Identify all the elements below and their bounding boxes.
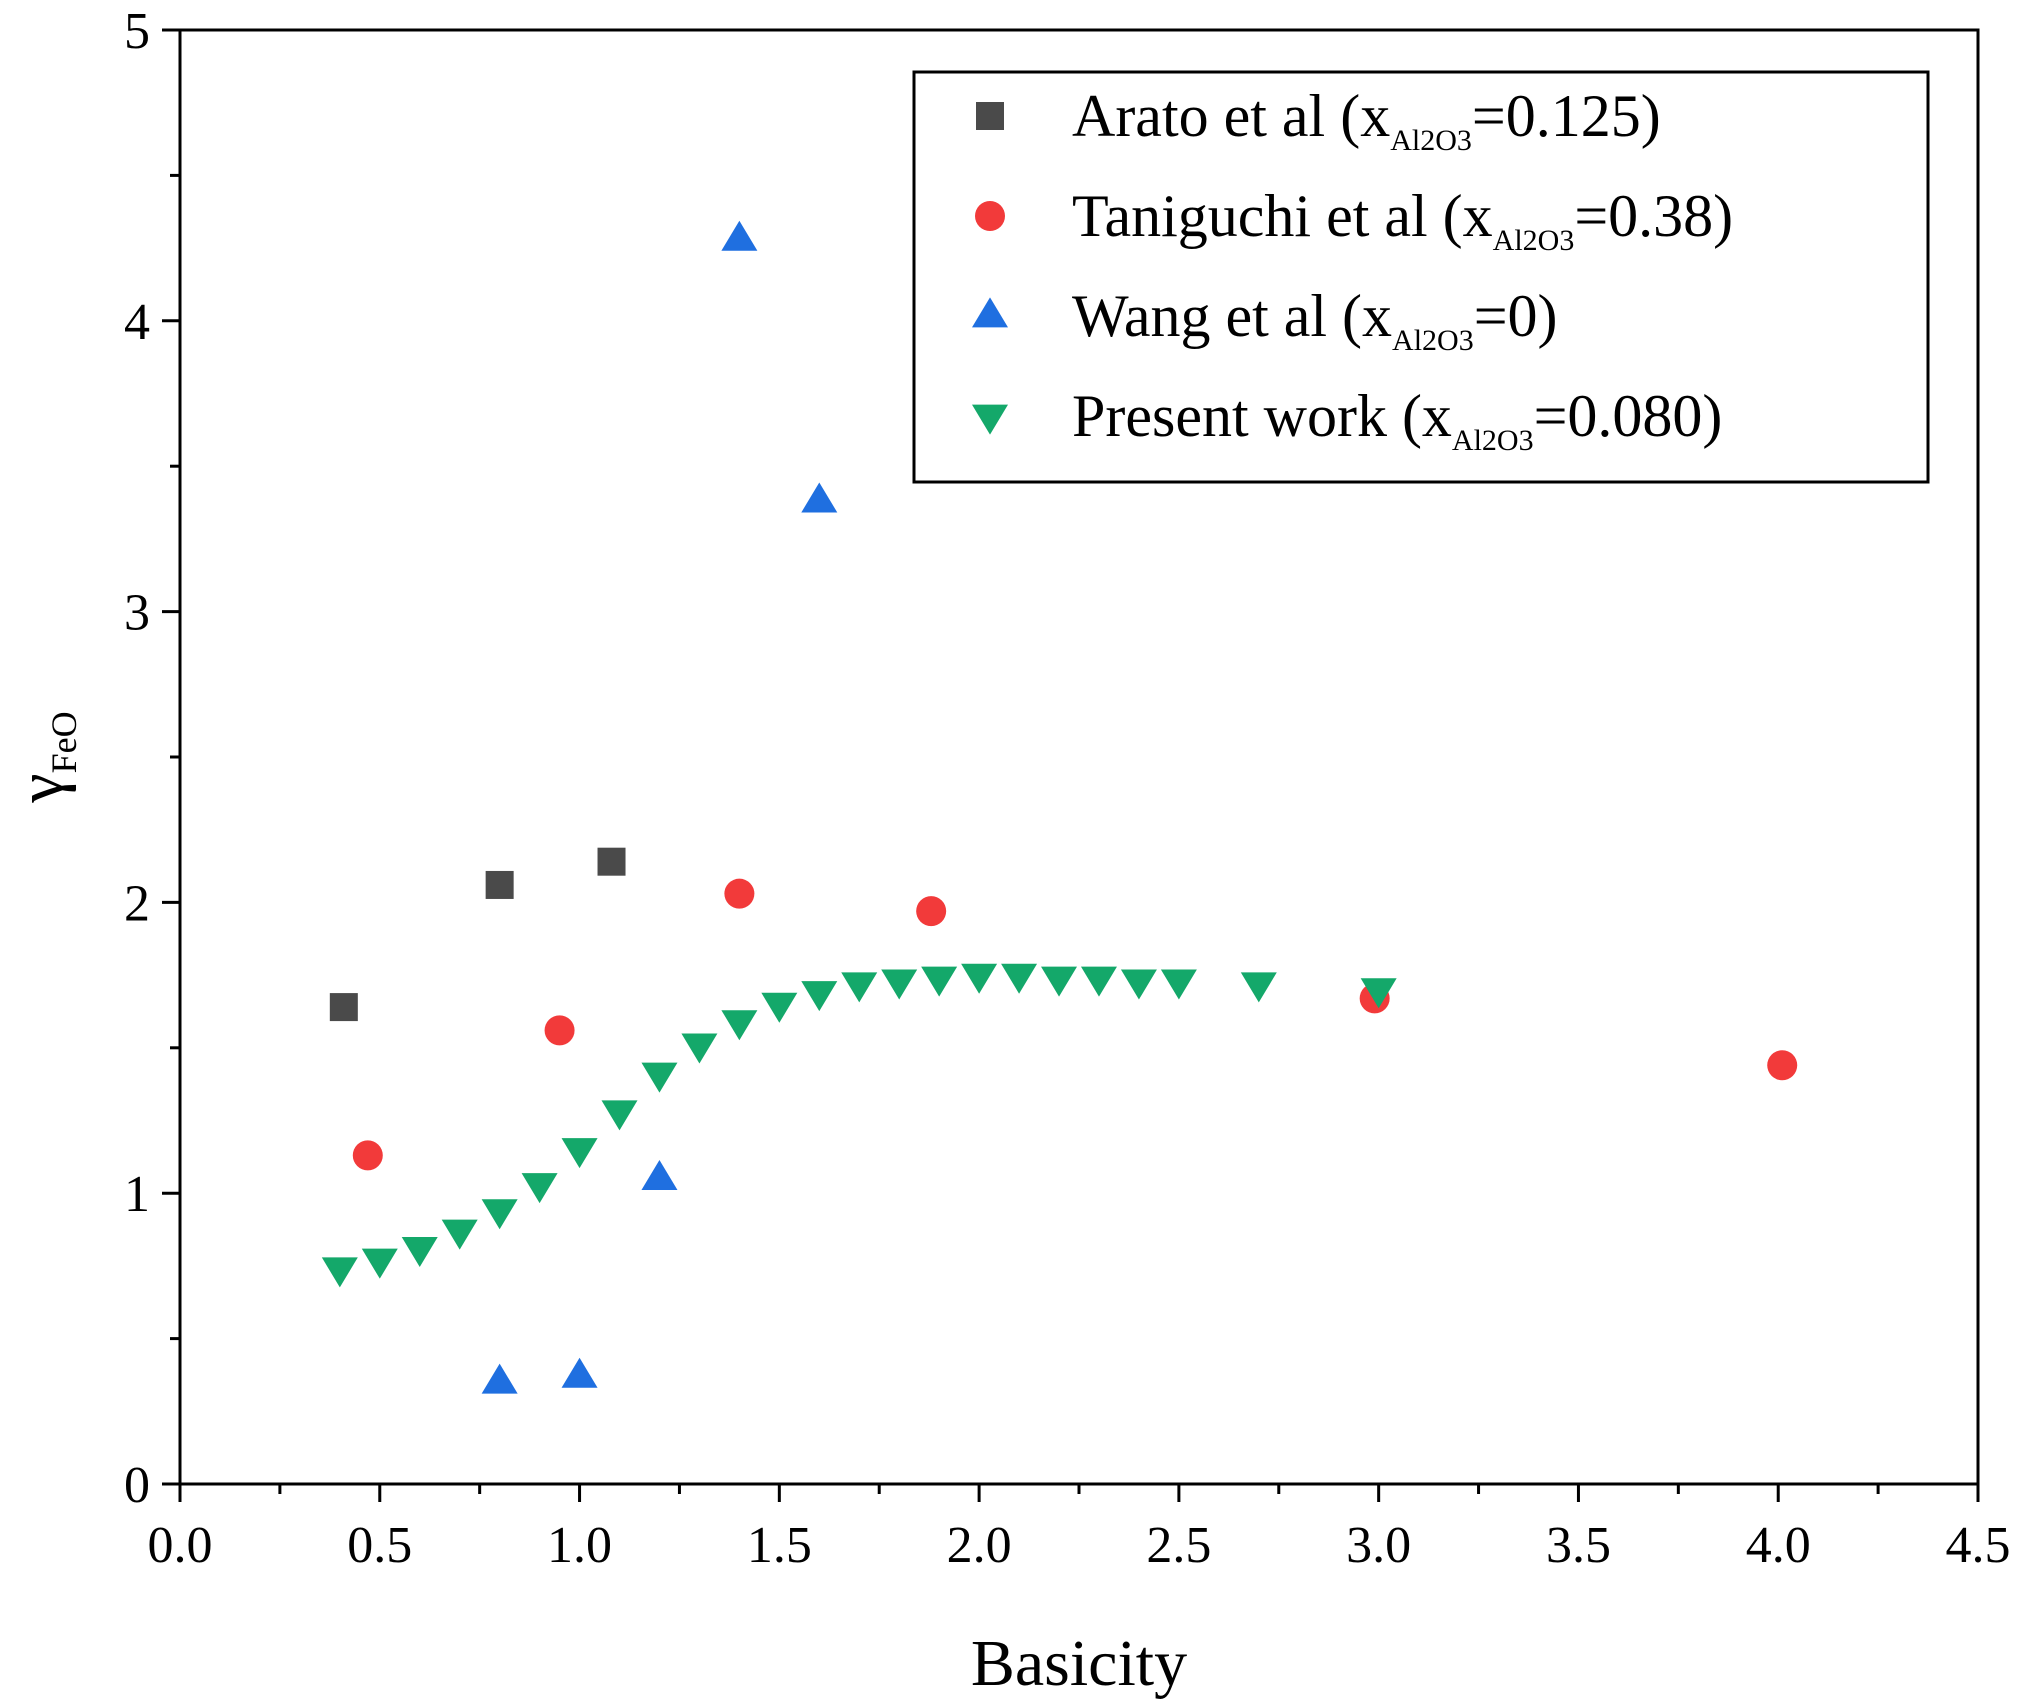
data-point [521,1173,558,1204]
data-point [601,1100,638,1131]
data-point [761,992,798,1023]
data-point [597,847,626,876]
x-tick-label: 1.0 [547,1517,612,1574]
data-point [1041,966,1078,997]
x-tick-label: 3.5 [1546,1517,1611,1574]
data-point [841,972,878,1003]
y-tick-label: 1 [124,1166,150,1223]
y-tick-label: 4 [124,294,150,351]
data-point [921,966,958,997]
legend-marker [975,201,1005,231]
data-point [485,870,514,899]
x-tick-label: 0.0 [148,1517,213,1574]
data-point [561,1138,598,1169]
data-point [881,969,918,1000]
data-point [641,1160,678,1191]
data-point [481,1199,518,1230]
y-tick-label: 0 [124,1457,150,1514]
legend-entry: Taniguchi et al (xAl2O3=0.38) [1072,183,1733,257]
data-point [544,1015,575,1046]
data-point [401,1237,438,1268]
x-tick-label: 4.5 [1946,1517,2011,1574]
y-axis-title: γFeO [4,711,84,803]
x-axis-title: Basicity [971,1627,1187,1700]
ticks: 0.0 0.5 1.0 1.5 2.0 2.5 3.0 3.5 4.0 4.5 0 1 2 3 4 5 [124,3,2011,1574]
legend-box [912,70,1930,484]
axis-labels: Basicity γFeO [4,711,1187,1700]
data-point [801,981,838,1012]
data-point [1360,978,1397,1009]
legend-entry: Present work (xAl2O3=0.080) [1072,383,1722,457]
data-point [724,878,755,909]
legend-marker [976,102,1004,130]
y-tick-label: 5 [124,3,150,60]
legend-entry: Wang et al (xAl2O3=0) [1072,283,1558,357]
data-point [1160,969,1197,1000]
data-points [321,220,1798,1394]
legend-entry: Arato et al (xAl2O3=0.125) [1072,83,1661,157]
data-point [561,1357,598,1388]
x-tick-label: 4.0 [1746,1517,1811,1574]
data-point [1120,969,1157,1000]
data-point [916,896,947,927]
data-point [961,963,998,994]
x-tick-label: 3.0 [1346,1517,1411,1574]
x-tick-label: 2.0 [947,1517,1012,1574]
data-point [321,1257,358,1288]
y-tick-label: 2 [124,875,150,932]
data-point [441,1219,478,1250]
legend-marker [972,404,1008,435]
data-point [481,1363,518,1394]
x-tick-label: 1.5 [747,1517,812,1574]
y-tick-label: 3 [124,585,150,642]
data-point [329,993,358,1022]
data-point [801,482,838,513]
x-tick-label: 2.5 [1146,1517,1211,1574]
data-point [1240,972,1277,1003]
data-point [1001,963,1038,994]
data-point [681,1033,718,1064]
data-point [352,1140,383,1171]
data-point [721,1010,758,1041]
data-point [1767,1050,1798,1081]
legend: Arato et al (xAl2O3=0.125) Taniguchi et a… [912,70,1930,484]
legend-marker [972,297,1008,328]
data-point [641,1062,678,1093]
x-tick-label: 0.5 [347,1517,412,1574]
data-point [721,220,758,251]
data-point [1080,966,1117,997]
data-point [361,1248,398,1279]
